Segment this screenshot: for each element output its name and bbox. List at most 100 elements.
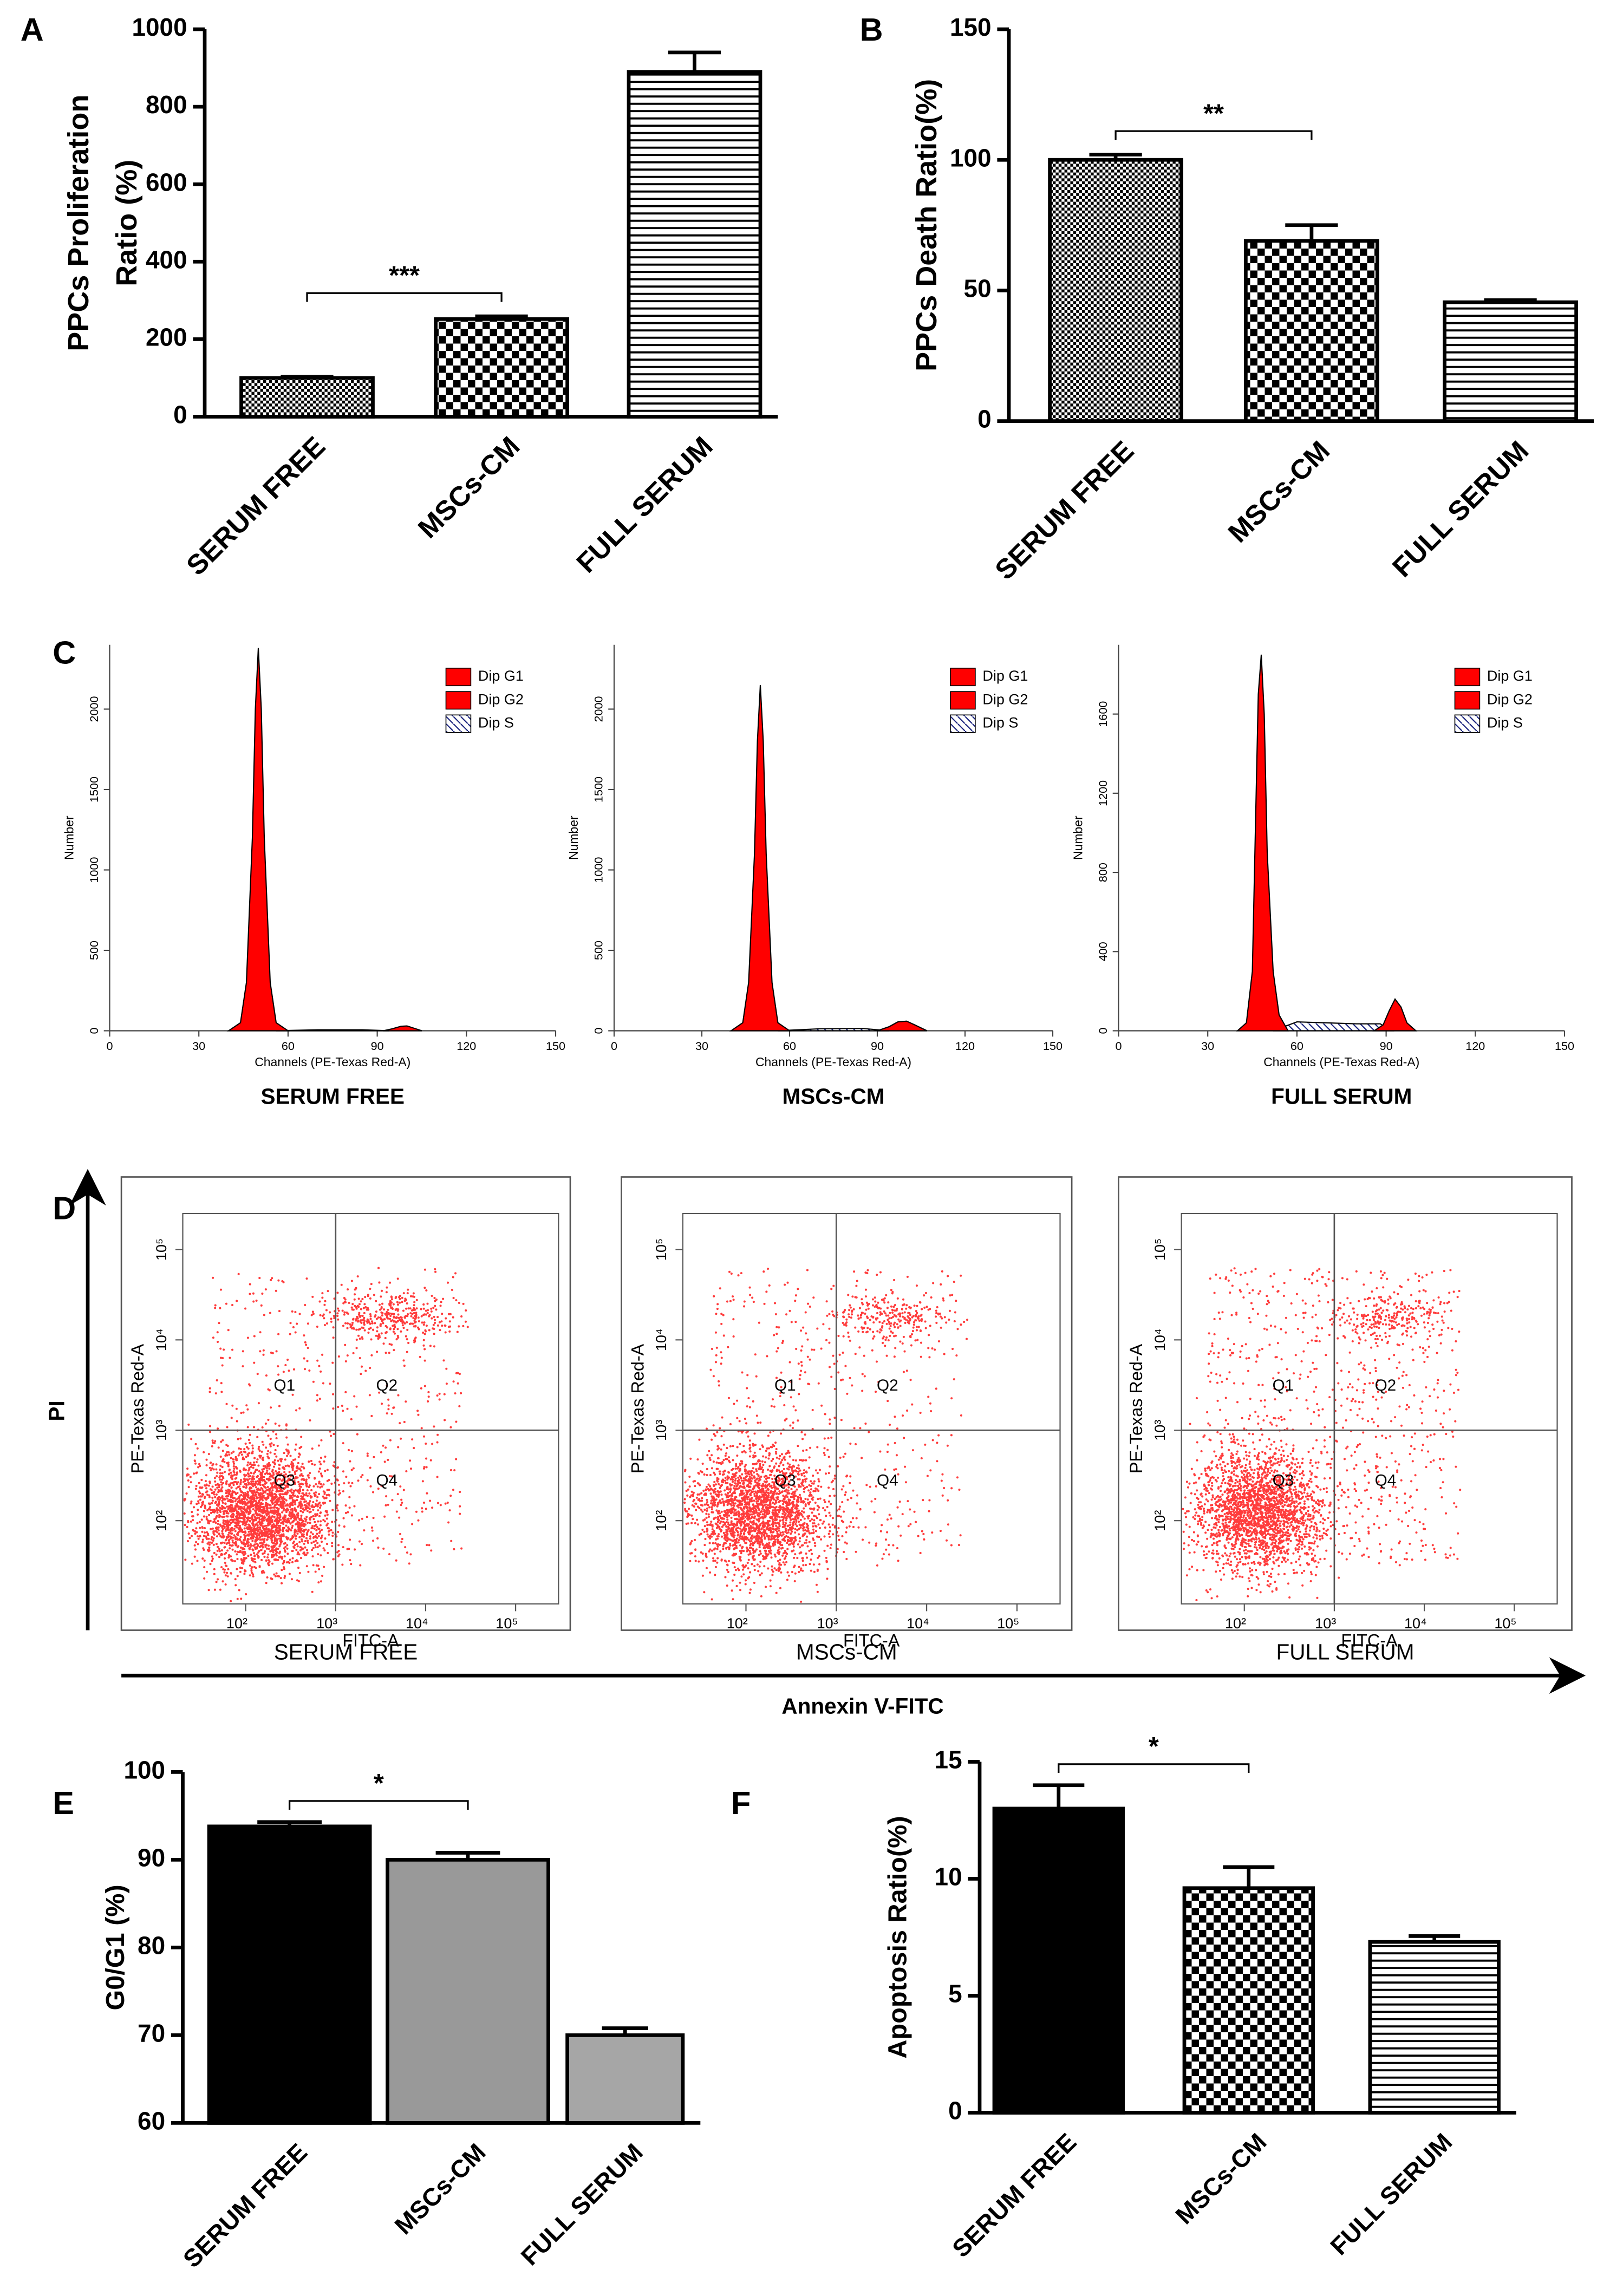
x-tick-label: 90 — [1380, 1039, 1393, 1053]
y-tick-label: 10² — [653, 1510, 669, 1531]
x-tick-label: 10⁴ — [907, 1615, 929, 1632]
panel-letter: F — [731, 1785, 751, 1821]
x-tick-label: 30 — [695, 1039, 708, 1053]
axis-x-title: Annexin V-FITC — [781, 1693, 943, 1718]
y-tick-label: 0 — [87, 1027, 101, 1034]
histogram-area — [778, 1028, 889, 1032]
significance-bracket — [1058, 1763, 1250, 1773]
y-tick-label: 100 — [950, 144, 992, 172]
y-tick-label: 10⁴ — [1152, 1329, 1168, 1352]
significance-label: *** — [389, 260, 420, 290]
y-tick-label: 200 — [146, 323, 187, 351]
bar — [1182, 1886, 1315, 2115]
quadrant-label: Q1 — [1273, 1377, 1294, 1394]
legend-label: Dip G2 — [478, 691, 524, 707]
y-axis-label: PPCs Death Ratio(%) — [910, 79, 943, 371]
x-tick-label: 10⁵ — [496, 1615, 518, 1632]
histogram-area — [276, 1029, 389, 1032]
quadrant-label: Q4 — [376, 1472, 397, 1490]
x-tick-label: 120 — [457, 1039, 476, 1053]
plot-box — [182, 1212, 559, 1604]
histogram-area — [729, 684, 792, 1032]
error-bar — [602, 2026, 648, 2036]
y-tick-label: 10⁴ — [153, 1329, 170, 1352]
bar — [627, 70, 762, 419]
legend-swatch — [950, 668, 976, 687]
x-tick-label: FULL SERUM — [570, 430, 718, 578]
bar — [207, 1824, 372, 2125]
panel-frame — [621, 1176, 1073, 1631]
y-tick-label: 0 — [1096, 1027, 1110, 1034]
histogram-area — [1273, 1021, 1394, 1032]
y-axis-label: Apoptosis Ratio(%) — [883, 1816, 912, 2058]
x-tick-label: 0 — [611, 1039, 617, 1053]
y-tick-label: 10⁴ — [653, 1329, 669, 1352]
x-tick-label: 10⁵ — [1494, 1615, 1516, 1632]
x-tick-label: 30 — [1201, 1039, 1214, 1053]
event-cloud — [183, 1267, 469, 1602]
panel-letter: B — [860, 11, 883, 48]
x-axis-label: Channels (PE-Texas Red-A) — [255, 1055, 410, 1069]
legend-swatch — [950, 691, 976, 710]
x-tick-label: 10² — [727, 1615, 748, 1632]
y-tick-label: 10² — [153, 1510, 170, 1531]
significance-label: ** — [1203, 99, 1224, 128]
y-tick-label: 1000 — [87, 857, 101, 883]
legend-label: Dip G2 — [982, 691, 1028, 707]
x-tick-label: MSCs-CM — [412, 430, 526, 544]
panel-letter: C — [53, 634, 76, 670]
y-axis-label: Number — [566, 816, 581, 860]
plot-box — [1181, 1212, 1558, 1604]
y-tick-label: 100 — [124, 1756, 166, 1784]
error-bar — [475, 314, 528, 319]
legend-label: Dip G1 — [1487, 668, 1533, 684]
legend-swatch — [1454, 714, 1481, 733]
y-tick-label: 500 — [592, 941, 605, 960]
x-tick-label: 150 — [546, 1039, 565, 1053]
x-tick-label: MSCs-CM — [1170, 2128, 1272, 2229]
legend-label: Dip G2 — [1487, 691, 1533, 707]
legend-swatch — [445, 668, 472, 687]
x-tick-label: 10³ — [817, 1615, 838, 1632]
panel-caption: SERUM FREE — [274, 1639, 418, 1664]
y-tick-label: 10³ — [153, 1420, 170, 1441]
y-axis-label: Ratio (%) — [110, 160, 143, 286]
y-tick-label: 70 — [138, 2019, 165, 2047]
panel-letter: E — [53, 1785, 74, 1821]
y-axis-label: Number — [62, 816, 76, 860]
y-axis-label: G0/G1 (%) — [101, 1884, 130, 2010]
x-tick-label: SERUM FREE — [989, 435, 1139, 585]
quadrant-label: Q3 — [1273, 1472, 1294, 1490]
bar — [1368, 1940, 1501, 2115]
quadrant-label: Q1 — [273, 1377, 295, 1394]
y-tick-label: 0 — [173, 401, 187, 429]
quadrant-label: Q3 — [273, 1472, 295, 1490]
bar — [565, 2033, 685, 2125]
legend-swatch — [445, 691, 472, 710]
event-cloud — [683, 1268, 969, 1603]
x-tick-label: 10⁵ — [997, 1615, 1019, 1632]
x-axis-label: FITC-A — [843, 1631, 900, 1651]
panel-frame — [120, 1176, 571, 1631]
legend-label: Dip S — [1487, 715, 1523, 731]
quadrant-label: Q4 — [1375, 1472, 1397, 1490]
quadrant-label: Q4 — [877, 1472, 898, 1490]
panel-caption: MSCs-CM — [796, 1639, 897, 1664]
bar — [1443, 300, 1578, 423]
y-axis-label: PPCs Proliferation — [62, 95, 95, 351]
y-tick-label: 400 — [1096, 942, 1110, 961]
y-tick-label: 1500 — [87, 777, 101, 803]
panel-frame — [1118, 1176, 1573, 1631]
histogram-area — [1236, 654, 1289, 1032]
panel-letter: D — [53, 1190, 76, 1226]
legend-swatch — [950, 714, 976, 733]
bar — [1048, 158, 1183, 423]
bar — [386, 1858, 550, 2125]
legend-label: Dip S — [982, 715, 1018, 731]
quadrant-label: Q2 — [1375, 1377, 1397, 1394]
y-tick-label: 60 — [138, 2107, 165, 2135]
x-tick-label: FULL SERUM — [516, 2138, 648, 2271]
error-bar — [257, 1820, 322, 1827]
x-tick-label: 10⁴ — [1404, 1615, 1427, 1632]
